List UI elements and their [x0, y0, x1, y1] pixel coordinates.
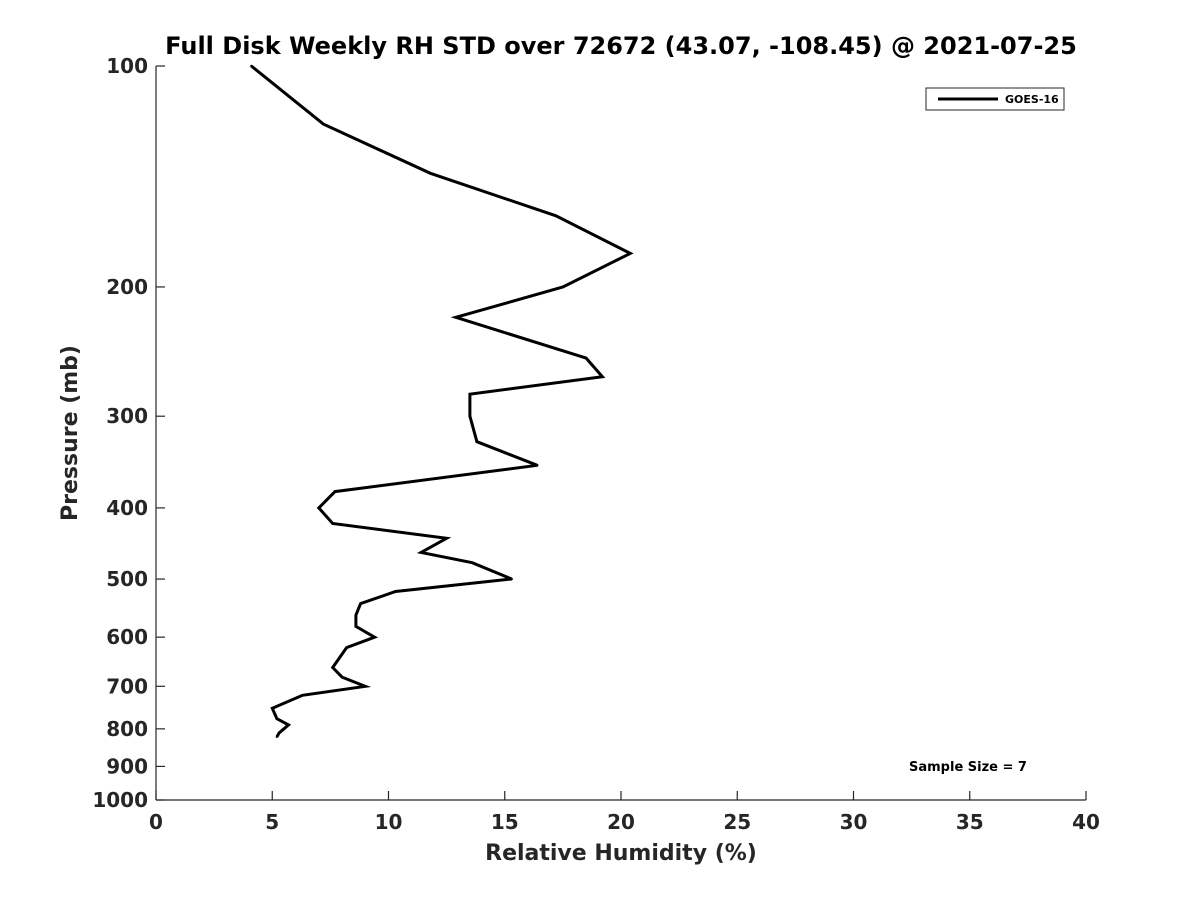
data-point	[271, 707, 274, 710]
y-tick-label: 100	[106, 54, 148, 78]
data-point	[331, 666, 334, 669]
data-point	[454, 316, 458, 319]
y-tick-label: 500	[106, 567, 148, 591]
data-point	[278, 731, 281, 735]
data-point	[322, 122, 325, 126]
data-point	[340, 675, 344, 679]
series-line-goes-16	[250, 64, 634, 738]
series-group	[250, 64, 634, 738]
plot-axes	[155, 66, 1086, 801]
data-point	[275, 717, 279, 720]
data-point	[471, 561, 474, 564]
data-point	[419, 551, 423, 554]
data-point	[331, 522, 334, 525]
y-tick-label: 700	[106, 674, 148, 698]
y-ticks: 100 200 300 400 500 600 700 800 900 1000	[92, 54, 165, 812]
data-point	[554, 214, 558, 218]
data-point	[429, 172, 432, 175]
legend-label-goes-16: GOES-16	[1005, 93, 1059, 106]
data-point	[354, 625, 358, 628]
data-point	[394, 590, 397, 593]
data-point	[317, 506, 320, 510]
data-point	[475, 440, 479, 443]
y-tick-label: 200	[106, 275, 148, 299]
data-point	[561, 285, 565, 289]
data-point	[536, 464, 539, 467]
y-tick-label: 600	[106, 625, 148, 649]
data-point	[301, 694, 304, 697]
data-point	[510, 577, 513, 581]
sample-size-annotation: Sample Size = 7	[909, 760, 1027, 775]
x-tick-label: 30	[840, 810, 868, 834]
data-point	[373, 635, 376, 639]
data-point	[287, 723, 290, 727]
x-tick-label: 25	[723, 810, 751, 834]
chart-title: Full Disk Weekly RH STD over 72672 (43.0…	[165, 32, 1077, 60]
x-tick-label: 20	[607, 810, 635, 834]
x-tick-label: 5	[265, 810, 279, 834]
data-point	[601, 375, 604, 378]
data-point	[468, 415, 472, 418]
x-tick-label: 10	[375, 810, 403, 834]
x-tick-label: 35	[956, 810, 984, 834]
data-point	[333, 490, 337, 493]
data-point	[468, 393, 472, 396]
x-tick-label: 40	[1072, 810, 1100, 834]
data-point	[445, 537, 448, 540]
data-point	[359, 602, 362, 605]
x-axis-label: Relative Humidity (%)	[485, 841, 757, 866]
data-point	[364, 685, 367, 688]
data-point	[584, 356, 588, 360]
data-point	[354, 613, 358, 617]
y-tick-label: 300	[106, 404, 148, 428]
y-tick-label: 800	[106, 717, 148, 741]
x-tick-label: 0	[149, 810, 163, 834]
y-axis-label: Pressure (mb)	[58, 345, 83, 521]
data-point	[629, 252, 632, 255]
x-ticks: 0 5 10 15 20 25 30 35 40	[149, 791, 1100, 834]
legend: GOES-16	[925, 87, 1065, 111]
data-point	[345, 646, 348, 649]
y-tick-label: 400	[106, 496, 148, 520]
x-tick-label: 15	[491, 810, 519, 834]
data-point	[275, 735, 279, 738]
y-tick-label: 1000	[92, 788, 148, 812]
y-tick-label: 900	[106, 754, 148, 778]
data-point	[250, 64, 253, 68]
